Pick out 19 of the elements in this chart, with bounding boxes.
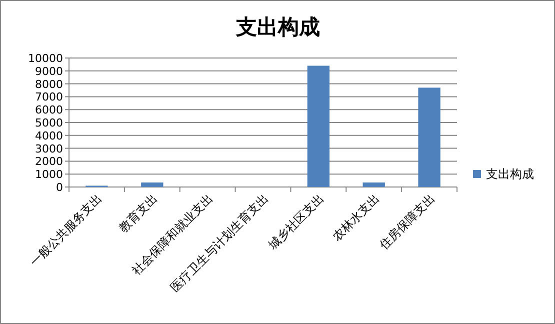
y-tick-label: 8000 xyxy=(35,78,63,91)
chart-title: 支出构成 xyxy=(235,15,320,39)
legend-label: 支出构成 xyxy=(486,167,534,181)
x-tick-label: 一般公共服务支出 xyxy=(27,191,105,270)
x-tick-label: 教育支出 xyxy=(116,191,160,236)
y-tick-label: 10000 xyxy=(28,52,63,65)
bar xyxy=(307,66,330,187)
y-tick-label: 2000 xyxy=(35,155,63,168)
bar xyxy=(418,88,440,187)
y-tick-label: 7000 xyxy=(35,90,63,104)
bar xyxy=(362,182,385,187)
y-tick-label: 4000 xyxy=(35,129,63,142)
y-tick-label: 6000 xyxy=(35,104,63,117)
y-tick-label: 9000 xyxy=(35,64,63,78)
bar xyxy=(141,182,164,187)
y-tick-label: 1000 xyxy=(35,168,63,182)
y-tick-label: 0 xyxy=(56,181,63,194)
y-tick-label: 5000 xyxy=(35,116,63,130)
y-tick-label: 3000 xyxy=(35,142,63,156)
